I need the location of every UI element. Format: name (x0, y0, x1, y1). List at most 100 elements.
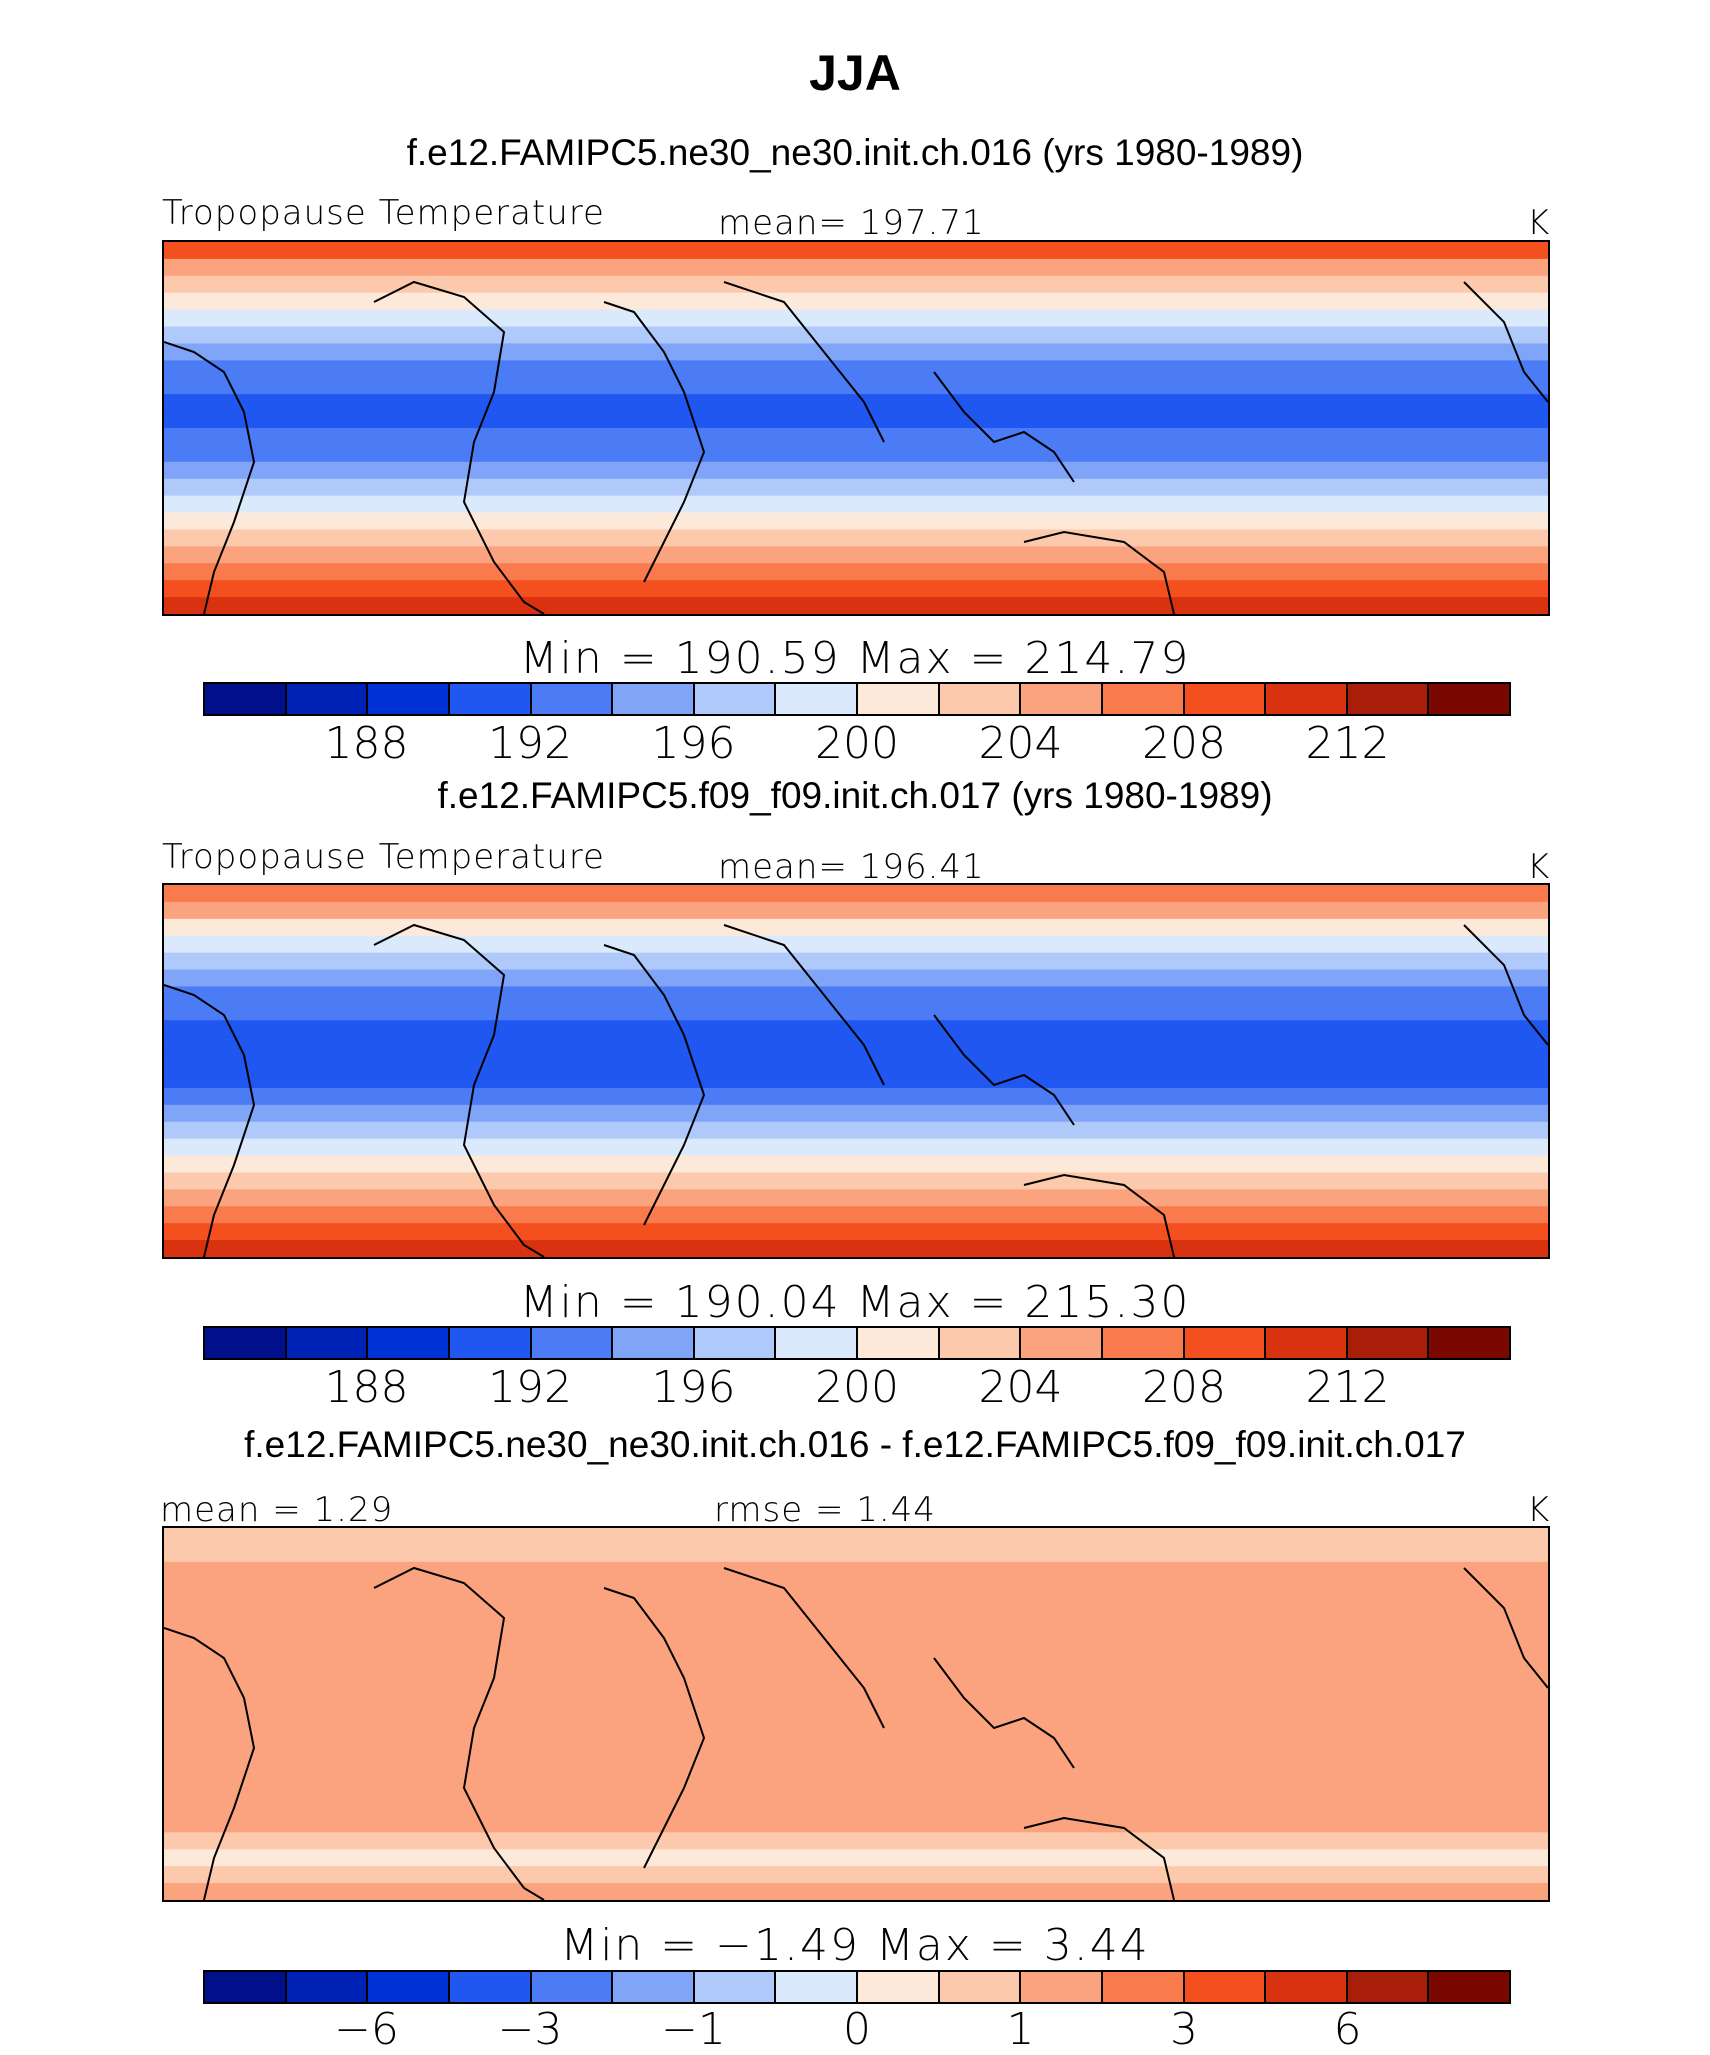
colorbar-tick-label: 212 (1305, 718, 1390, 769)
heatmap-band (164, 461, 1548, 480)
panel-3-min-max: Min = −1.49 Max = 3.44 (560, 1920, 1150, 1971)
heatmap-band (164, 563, 1548, 582)
coastline (1463, 924, 1548, 1046)
heatmap-band (164, 1087, 1548, 1106)
colorbar-bin (531, 1328, 614, 1358)
colorbar-tick-label: 204 (978, 1362, 1063, 1413)
heatmap-band (164, 1528, 1548, 1546)
heatmap-band (164, 1578, 1548, 1597)
panel-1-mean-label: mean= 197.71 (718, 203, 985, 243)
panel-2-units-label: K (1527, 847, 1551, 887)
colorbar-bin (939, 684, 1022, 714)
panel-2-map (162, 883, 1550, 1259)
heatmap-band (164, 1646, 1548, 1665)
heatmap-band (164, 1663, 1548, 1682)
heatmap-band (164, 918, 1548, 937)
colorbar-bin (1021, 684, 1103, 714)
heatmap-band (164, 885, 1548, 903)
panel-1-heatmap (164, 242, 1548, 614)
coastline (603, 1587, 706, 1869)
colorbar-bin (1347, 1972, 1430, 2002)
colorbar-bin (776, 1972, 858, 2002)
heatmap-band (164, 1849, 1548, 1868)
panel-3-colorbar (203, 1970, 1511, 2004)
heatmap-band (164, 580, 1548, 599)
panel-2-heatmap (164, 885, 1548, 1257)
coastline (1463, 1567, 1548, 1689)
coastline (373, 923, 545, 1257)
heatmap-band (164, 1172, 1548, 1191)
heatmap-band (164, 597, 1548, 614)
coastline (723, 924, 885, 1086)
heatmap-band (164, 935, 1548, 954)
colorbar-tick-label: 6 (1333, 2004, 1362, 2055)
colorbar-tick-label: 0 (843, 2004, 871, 2055)
panel-2-mean-label: mean= 196.41 (718, 847, 985, 887)
colorbar-tick-label: −3 (497, 2004, 563, 2055)
heatmap-band (164, 1697, 1548, 1715)
panel-1-min-max: Min = 190.59 Max = 214.79 (519, 633, 1191, 684)
panel-1-map (162, 240, 1550, 616)
heatmap-band (164, 444, 1548, 463)
heatmap-band (164, 1883, 1548, 1900)
panel-1-subtitle: f.e12.FAMIPC5.ne30_ne30.init.ch.016 (yrs… (406, 132, 1304, 173)
colorbar-bin (1429, 684, 1509, 714)
colorbar-bin (939, 1328, 1022, 1358)
colorbar-bin (1102, 684, 1185, 714)
colorbar-bin (1347, 684, 1430, 714)
colorbar-bin (1102, 1972, 1185, 2002)
colorbar-tick-label: 196 (651, 1362, 736, 1413)
heatmap-band (164, 495, 1548, 514)
heatmap-band (164, 1240, 1548, 1257)
coastline (1463, 281, 1548, 403)
heatmap-band (164, 377, 1548, 396)
colorbar-bin (1021, 1972, 1103, 2002)
figure-title: JJA (809, 45, 901, 101)
heatmap-band (164, 546, 1548, 565)
colorbar-bin (449, 1328, 532, 1358)
colorbar-tick-label: 200 (815, 1362, 899, 1413)
colorbar-tick-label: 208 (1142, 1362, 1226, 1413)
coastline (1023, 1173, 1175, 1257)
colorbar-bin (286, 684, 369, 714)
coastline (933, 371, 1075, 483)
coastline (373, 1566, 545, 1900)
coastline (164, 1627, 256, 1900)
colorbar-bin (694, 1972, 777, 2002)
colorbar-bin (1184, 1972, 1267, 2002)
colorbar-bin (694, 684, 777, 714)
heatmap-band (164, 1054, 1548, 1072)
panel-3-subtitle: f.e12.FAMIPC5.ne30_ne30.init.ch.016 - f.… (244, 1424, 1466, 1465)
heatmap-band (164, 1730, 1548, 1749)
heatmap-band (164, 1138, 1548, 1157)
colorbar-bin (449, 1972, 532, 2002)
heatmap-band (164, 275, 1548, 294)
panel-2-subtitle: f.e12.FAMIPC5.f09_f09.init.ch.017 (yrs 1… (437, 775, 1273, 816)
heatmap-band (164, 394, 1548, 413)
colorbar-bin (531, 1972, 614, 2002)
heatmap-band (164, 986, 1548, 1005)
coastline (723, 281, 885, 443)
coastline (723, 1567, 885, 1729)
heatmap-band (164, 360, 1548, 379)
colorbar-tick-label: 212 (1305, 1362, 1390, 1413)
colorbar-bin (205, 1328, 287, 1358)
colorbar-tick-label: 200 (815, 718, 899, 769)
heatmap-band (164, 1764, 1548, 1783)
colorbar-bin (1429, 1328, 1509, 1358)
colorbar-bin (531, 684, 614, 714)
heatmap-band (164, 309, 1548, 328)
colorbar-bin (1021, 1328, 1103, 1358)
panel-3-heatmap (164, 1528, 1548, 1900)
colorbar-bin (1102, 1328, 1185, 1358)
heatmap-band (164, 1206, 1548, 1225)
heatmap-band (164, 242, 1548, 260)
heatmap-band (164, 326, 1548, 345)
colorbar-bin (858, 1328, 940, 1358)
heatmap-band (164, 258, 1548, 277)
coastline (933, 1657, 1075, 1769)
colorbar-bin (1266, 684, 1348, 714)
heatmap-band (164, 1020, 1548, 1039)
colorbar-bin (776, 1328, 858, 1358)
colorbar-bin (368, 1972, 450, 2002)
